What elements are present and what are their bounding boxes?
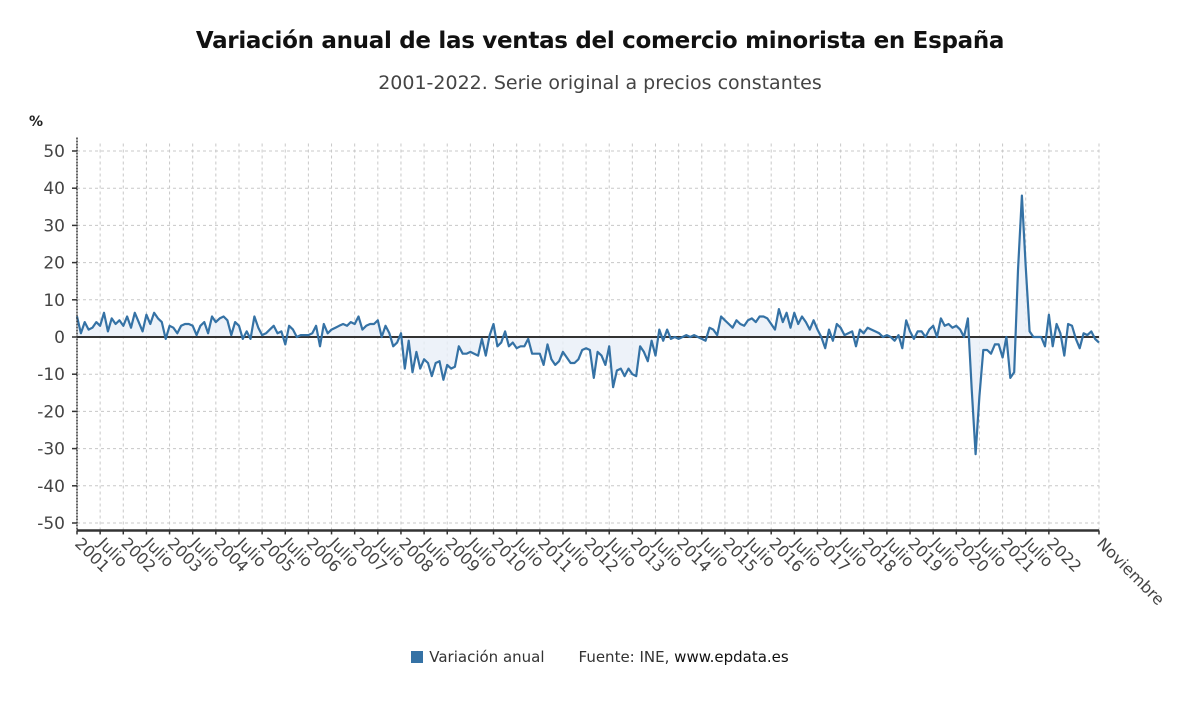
y-axis-unit-label: % <box>29 114 44 130</box>
x-axis-ticks: 2001Julio2002Julio2003Julio2004Julio2005… <box>71 530 1168 609</box>
series-line <box>75 194 1100 456</box>
source-url: www.epdata.es <box>674 648 789 666</box>
y-tick-label: 0 <box>54 328 65 348</box>
legend-swatch <box>411 651 424 663</box>
x-tick-label: Noviembre <box>1093 534 1168 609</box>
legend-series-label: Variación anual <box>429 648 545 666</box>
y-tick-label: -10 <box>37 365 65 385</box>
y-tick-label: -20 <box>37 402 65 422</box>
y-tick-label: -50 <box>37 514 65 534</box>
y-tick-label: 20 <box>43 254 65 274</box>
y-tick-label: -30 <box>37 440 65 460</box>
source-label: Fuente: INE, <box>578 648 670 666</box>
y-axis-ticks: 50 40 30 20 10 0 -10 -20 -30 -40 -50 <box>37 142 77 534</box>
y-tick-label: 50 <box>43 142 65 162</box>
y-tick-label: 40 <box>43 179 65 199</box>
legend: Variación anual Fuente: INE, www.epdata.e… <box>0 648 1200 666</box>
y-tick-label: 30 <box>43 216 65 236</box>
chart-subtitle: 2001-2022. Serie original a precios cons… <box>378 72 822 94</box>
chart-title: Variación anual de las ventas del comerc… <box>195 28 1005 54</box>
y-tick-label: -40 <box>37 477 65 497</box>
y-tick-label: 10 <box>43 291 65 311</box>
